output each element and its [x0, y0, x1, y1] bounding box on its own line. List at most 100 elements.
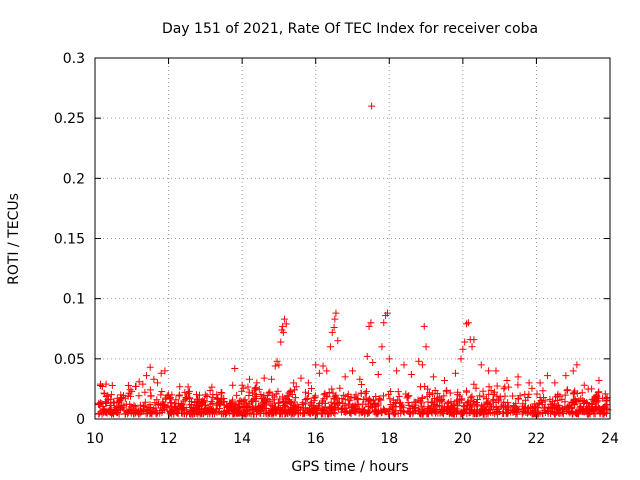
roti-band-point-1394 [293, 401, 301, 409]
roti-band-point-133 [107, 391, 115, 399]
roti-band-point-1315 [346, 409, 354, 417]
roti-band-point-117 [446, 389, 454, 397]
roti-band-point-1156 [124, 408, 132, 416]
roti-band-point-1314 [252, 397, 260, 405]
roti-band-point-1217 [237, 409, 245, 417]
roti-band-point-490 [327, 398, 335, 406]
roti-point-30 [260, 374, 268, 382]
roti-band-point-547 [424, 385, 432, 393]
roti-point-80 [461, 338, 469, 346]
roti-band-point-1391 [458, 396, 466, 404]
roti-band-point-1332 [359, 400, 367, 408]
roti-point-91 [525, 379, 533, 387]
roti-point-72 [418, 361, 426, 369]
roti-point-99 [588, 385, 596, 393]
roti-band-point-1326 [366, 395, 374, 403]
roti-band-point-509 [417, 402, 425, 410]
roti-band-point-1384 [446, 408, 454, 416]
roti-band-point-767 [599, 405, 607, 413]
roti-band-point-516 [265, 389, 273, 397]
roti-band-point-1363 [235, 400, 243, 408]
roti-band-point-218 [239, 384, 247, 392]
roti-point-62 [374, 370, 382, 378]
roti-band-point-1353 [574, 409, 582, 417]
roti-band-point-1011 [388, 404, 396, 412]
roti-point-20 [172, 396, 180, 404]
roti-band-point-1052 [214, 394, 222, 402]
roti-band-point-1185 [594, 403, 602, 411]
roti-band-point-343 [174, 409, 182, 417]
roti-point-10 [131, 383, 139, 391]
roti-band-point-1152 [435, 402, 443, 410]
roti-band-point-544 [521, 390, 529, 398]
roti-band-point-1224 [99, 403, 107, 411]
roti-band-point-1387 [434, 395, 442, 403]
roti-band-point-1371 [490, 395, 498, 403]
roti-band-point-648 [242, 399, 250, 407]
roti-band-point-1008 [599, 394, 607, 402]
roti-band-point-1204 [353, 405, 361, 413]
roti-band-point-1070 [278, 410, 286, 418]
roti-band-point-753 [575, 410, 583, 418]
roti-band-point-1190 [284, 398, 292, 406]
roti-band-point-823 [592, 396, 600, 404]
roti-point-100 [595, 376, 603, 384]
roti-band-point-1266 [136, 401, 144, 409]
roti-band-point-1225 [172, 402, 180, 410]
roti-band-point-105 [290, 398, 298, 406]
roti-band-point-1261 [470, 410, 478, 418]
roti-point-56 [356, 375, 364, 383]
roti-band-point-1126 [130, 401, 138, 409]
roti-band-point-517 [408, 403, 416, 411]
roti-band-point-657 [344, 393, 352, 401]
roti-band-point-1081 [505, 402, 513, 410]
roti-band-point-1276 [186, 408, 194, 416]
roti-band-point-1354 [367, 397, 375, 405]
roti-band-point-1234 [135, 392, 143, 400]
roti-band-point-1361 [244, 383, 252, 391]
roti-band-point-1193 [321, 410, 329, 418]
roti-point-2 [98, 383, 106, 391]
roti-band-point-1021 [516, 392, 524, 400]
roti-point-93 [543, 372, 551, 380]
roti-band-point-423 [291, 386, 299, 394]
roti-band-point-1149 [126, 400, 134, 408]
roti-band-point-812 [203, 392, 211, 400]
roti-band-point-1061 [358, 381, 366, 389]
roti-band-point-494 [252, 384, 260, 392]
roti-band-point-1392 [503, 410, 511, 418]
roti-point-16 [154, 379, 162, 387]
roti-band-point-1293 [472, 384, 480, 392]
roti-band-point-1048 [374, 402, 382, 410]
roti-band-point-1250 [287, 387, 295, 395]
roti-point-18 [161, 367, 169, 375]
roti-point-42 [297, 374, 305, 382]
roti-band-point-1381 [448, 402, 456, 410]
roti-band-point-72 [386, 395, 394, 403]
roti-band-point-742 [509, 392, 517, 400]
roti-band-point-901 [539, 387, 547, 395]
roti-band-point-1129 [394, 396, 402, 404]
roti-band-point-1119 [521, 404, 529, 412]
roti-point-61 [369, 358, 377, 366]
roti-band-point-849 [126, 386, 134, 394]
roti-band-point-1338 [310, 407, 318, 415]
roti-band-point-1295 [114, 409, 122, 417]
roti-point-19 [165, 391, 173, 399]
roti-point-8 [124, 392, 132, 400]
roti-band-point-1388 [229, 407, 237, 415]
roti-band-point-1226 [286, 397, 294, 405]
roti-point-94 [551, 379, 559, 387]
roti-band-point-1140 [407, 410, 415, 418]
roti-band-point-1370 [292, 407, 300, 415]
roti-point-71 [415, 357, 423, 365]
roti-band-point-1300 [301, 409, 309, 417]
roti-band-point-1313 [242, 402, 250, 410]
roti-band-point-1237 [271, 405, 279, 413]
roti-band-point-1365 [390, 410, 398, 418]
grid-lines [95, 58, 610, 419]
roti-point-79 [459, 345, 467, 353]
roti-band-point-1220 [561, 391, 569, 399]
roti-point-66 [383, 309, 391, 317]
y-tick-label-1: 0.05 [54, 352, 85, 368]
